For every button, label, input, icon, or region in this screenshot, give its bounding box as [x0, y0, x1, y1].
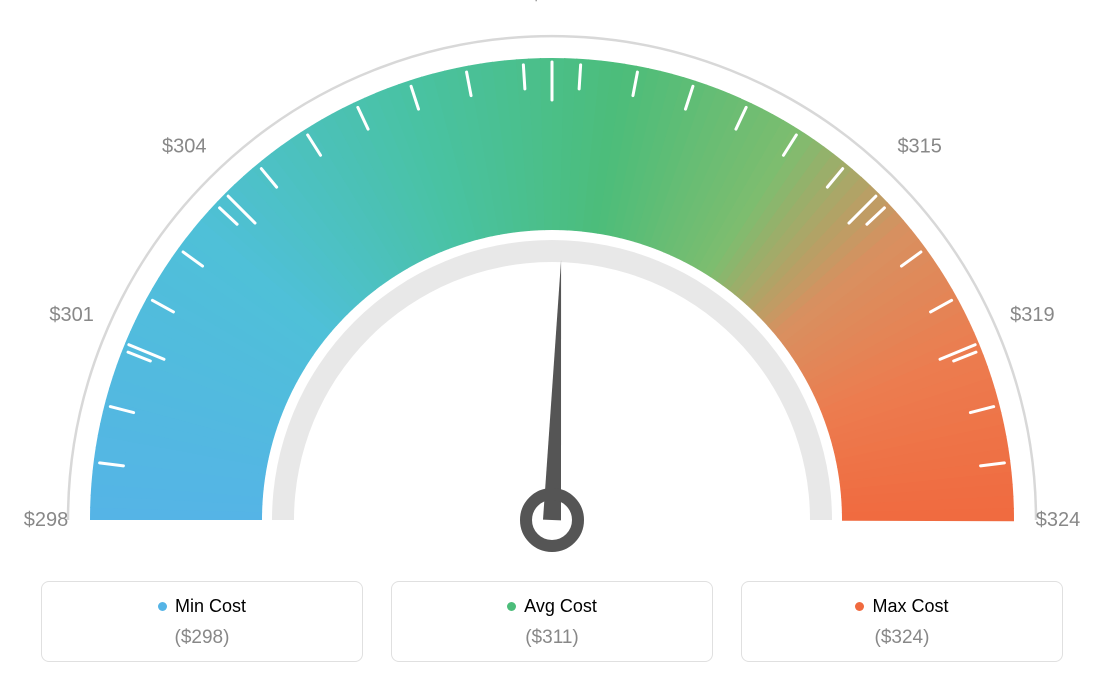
legend-min-text: Min Cost — [175, 596, 246, 617]
legend-min-label: Min Cost — [158, 596, 246, 617]
legend-max-label: Max Cost — [855, 596, 948, 617]
legend-row: Min Cost ($298) Avg Cost ($311) Max Cost… — [0, 581, 1104, 662]
legend-avg-value: ($311) — [392, 627, 712, 649]
legend-avg-dot-icon — [507, 602, 516, 611]
legend-max-value: ($324) — [742, 627, 1062, 649]
legend-min-dot-icon — [158, 602, 167, 611]
legend-min-value: ($298) — [42, 627, 362, 649]
gauge-svg: $298 $301 $304 $311 $315 $319 $324 — [0, 0, 1104, 580]
gauge-tick-label: $315 — [897, 135, 942, 157]
gauge-tick-label: $324 — [1036, 509, 1081, 531]
legend-avg: Avg Cost ($311) — [391, 581, 713, 662]
gauge-tick-label: $319 — [1010, 304, 1055, 326]
gauge-tick-label: $301 — [49, 304, 94, 326]
legend-max: Max Cost ($324) — [741, 581, 1063, 662]
legend-avg-label: Avg Cost — [507, 596, 597, 617]
gauge-tick-label: $304 — [162, 135, 207, 157]
legend-avg-text: Avg Cost — [524, 596, 597, 617]
gauge-needle — [543, 260, 561, 520]
legend-max-dot-icon — [855, 602, 864, 611]
cost-gauge-chart: $298 $301 $304 $311 $315 $319 $324 Min Cost ($… — [0, 0, 1104, 690]
gauge-tick-label: $298 — [24, 509, 69, 531]
legend-min: Min Cost ($298) — [41, 581, 363, 662]
legend-max-text: Max Cost — [872, 596, 948, 617]
gauge-tick-label: $311 — [530, 0, 573, 5]
